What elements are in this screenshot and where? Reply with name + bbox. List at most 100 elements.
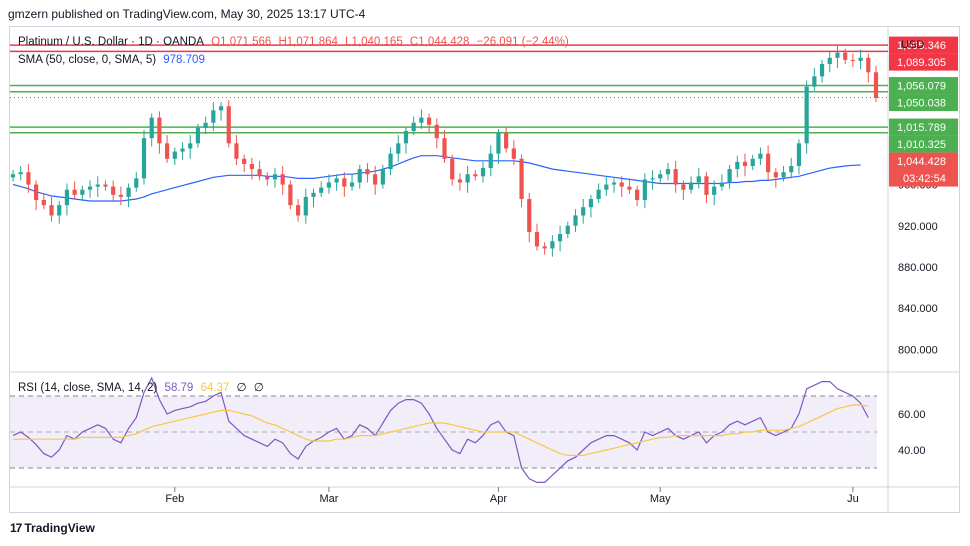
- candle-body: [619, 182, 624, 187]
- candle-body: [835, 52, 840, 58]
- candle-body: [342, 178, 347, 187]
- legend-high: H1,071.864: [278, 36, 338, 48]
- candle-body: [819, 64, 825, 77]
- candle-body: [681, 184, 686, 190]
- candle-body: [804, 86, 809, 144]
- candle-body: [480, 168, 486, 177]
- candle-body: [49, 205, 54, 216]
- candle-body: [165, 143, 170, 159]
- candle-body: [242, 158, 247, 164]
- candle-body: [380, 169, 385, 185]
- candle-body: [80, 189, 85, 195]
- candle-body: [688, 182, 694, 190]
- candle-body: [557, 234, 563, 242]
- time-tick-label: Ju: [847, 493, 859, 505]
- candle-body: [812, 76, 817, 87]
- candle-body: [172, 151, 177, 159]
- candle-body: [373, 174, 378, 185]
- candle-body: [388, 153, 393, 170]
- candle-body: [103, 184, 108, 187]
- footer-brand: TradingView: [24, 521, 95, 535]
- candle-body: [280, 174, 285, 185]
- candle-body: [604, 184, 609, 190]
- candle-body: [581, 207, 586, 216]
- publisher-line: gmzern published on TradingView.com, May…: [8, 7, 366, 21]
- candle-body: [588, 198, 594, 208]
- candle-body: [742, 161, 748, 166]
- candle-body: [357, 169, 362, 183]
- time-tick-label: Apr: [490, 493, 507, 505]
- support-level-label-box: [889, 135, 958, 153]
- candle-body: [465, 174, 470, 183]
- sma-line: [12, 155, 861, 202]
- candle-body: [627, 186, 632, 190]
- candle-body: [257, 169, 262, 177]
- candle-body: [180, 148, 185, 152]
- candle-body: [195, 127, 201, 144]
- candle-body: [118, 194, 123, 197]
- candle-body: [326, 182, 332, 188]
- candle-body: [311, 192, 316, 197]
- resistance-level-label-box: [889, 36, 958, 54]
- price-tick-label: 880.000: [898, 262, 938, 274]
- candle-body: [665, 169, 671, 175]
- candle-body: [265, 176, 270, 180]
- currency-selector[interactable]: USD: [889, 32, 958, 58]
- candle-body: [635, 189, 640, 200]
- candle-body: [218, 106, 224, 111]
- candle-body: [843, 52, 848, 60]
- candle-body: [211, 110, 216, 123]
- candle-body: [511, 148, 516, 159]
- legend-low: L1,040.165: [345, 36, 403, 48]
- candle-body: [396, 143, 401, 154]
- resistance-level-label-box: [889, 53, 958, 71]
- time-tick-label: Mar: [319, 493, 338, 505]
- price-tick-label: 800.000: [898, 344, 938, 356]
- legend-symbol: Platinum / U.S. Dollar · 1D · OANDA: [18, 36, 204, 48]
- candle-body: [10, 174, 16, 178]
- candle-body: [442, 138, 447, 159]
- rsi-tick-label: 40.00: [898, 445, 926, 457]
- candle-body: [72, 189, 77, 195]
- candle-body: [766, 153, 771, 173]
- time-tick-label: May: [650, 493, 671, 505]
- last-price-label-box: [889, 152, 958, 187]
- time-tick-label: Feb: [165, 493, 184, 505]
- support-level-label: 1,015.789: [897, 122, 946, 134]
- legend-change: −26.091 (−2.44%): [476, 36, 569, 48]
- candle-body: [26, 172, 31, 185]
- candle-body: [18, 172, 23, 175]
- candle-body: [781, 172, 786, 178]
- candle-body: [735, 161, 740, 170]
- candle-body: [126, 187, 131, 197]
- candle-body: [334, 178, 339, 183]
- legend-rsi-extra2: ∅: [253, 382, 264, 394]
- resistance-level-label: 1,095.346: [897, 40, 946, 52]
- legend-price-row: Platinum / U.S. Dollar · 1D · OANDA O1,0…: [18, 36, 573, 48]
- legend-rsi-row: RSI (14, close, SMA, 14, 2) 58.79 64.37 …: [18, 380, 268, 394]
- candle-body: [419, 117, 424, 123]
- support-level-label: 1,056.079: [897, 81, 946, 93]
- support-level-label: 1,010.325: [897, 139, 946, 151]
- candle-body: [858, 57, 863, 61]
- candle-body: [249, 163, 254, 170]
- candle-body: [704, 176, 709, 195]
- countdown-label: 03:42:54: [903, 173, 946, 185]
- candle-body: [64, 189, 70, 206]
- candle-body: [550, 241, 555, 249]
- candle-body: [34, 184, 39, 200]
- candle-body: [527, 198, 532, 232]
- rsi-tick-label: 60.00: [898, 409, 926, 421]
- support-level-label-box: [889, 94, 958, 112]
- legend-close: C1,044.428: [409, 36, 470, 48]
- chart-frame: [9, 26, 960, 513]
- candle-body: [87, 186, 93, 190]
- candle-body: [149, 117, 154, 139]
- price-tick-label: 840.000: [898, 303, 938, 315]
- candle-body: [450, 158, 455, 180]
- candle-body: [496, 133, 501, 154]
- legend-sma-value: 978.709: [163, 54, 205, 66]
- candle-body: [642, 179, 647, 200]
- candle-body: [411, 122, 416, 131]
